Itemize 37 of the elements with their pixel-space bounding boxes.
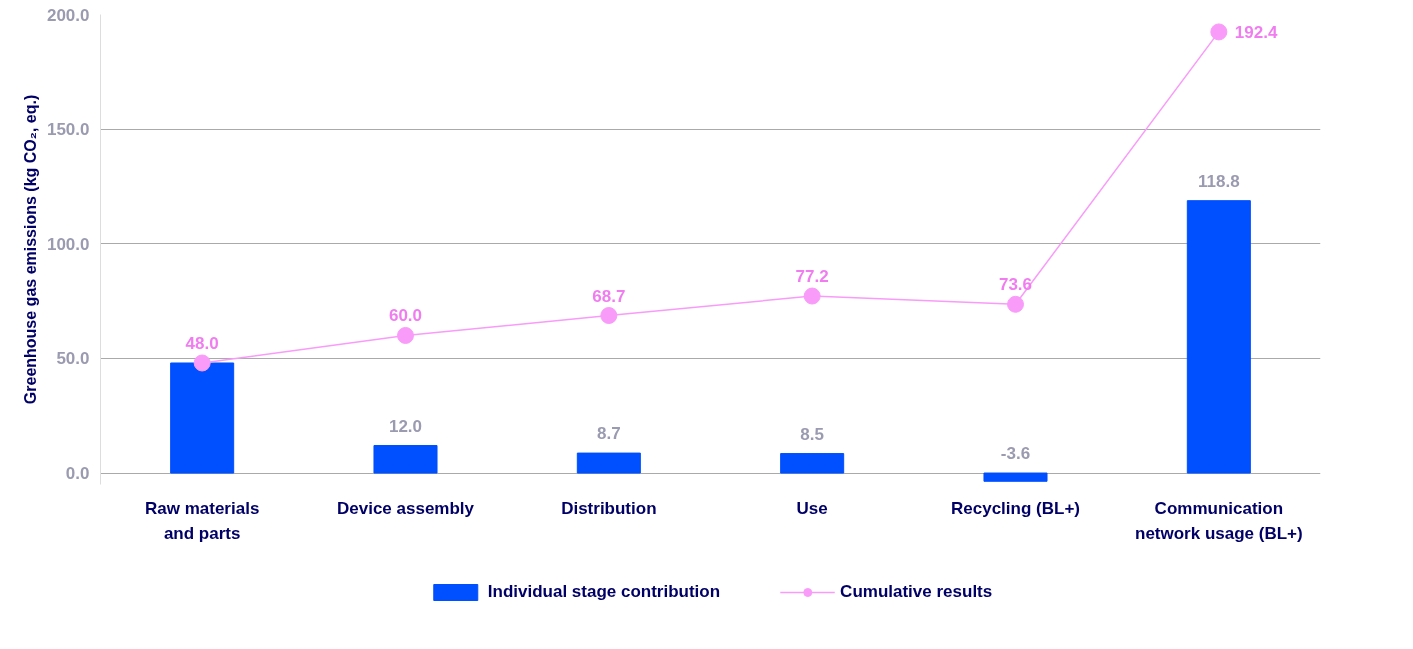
x-tick-label: Raw materials and parts — [145, 498, 260, 544]
bar — [1186, 200, 1251, 474]
x-tick-label: Communication network usage (BL+) — [1135, 498, 1303, 544]
y-tick-label: 100.0 — [46, 234, 90, 254]
bar — [170, 362, 235, 474]
y-tick-label: 50.0 — [56, 349, 90, 369]
x-tick-label: Use — [796, 498, 828, 518]
point — [397, 326, 414, 344]
y-tick-label: 200.0 — [46, 5, 90, 25]
point — [600, 307, 618, 325]
legend-label: Individual stage contribution — [487, 582, 721, 602]
x-tick-label: Device assembly — [336, 498, 475, 518]
data-label: 60.0 — [388, 306, 423, 326]
data-label: 12.0 — [388, 416, 423, 436]
y-tick-label: 0.0 — [65, 464, 90, 484]
point — [803, 287, 821, 305]
data-label: 118.8 — [1198, 171, 1240, 191]
y-axis-title: Greenhouse gas emissions (kg CO₂, eq.) — [21, 94, 39, 405]
data-label: 77.2 — [795, 267, 829, 287]
bar — [576, 452, 641, 474]
point — [1007, 295, 1024, 313]
data-label: -3.6 — [1000, 444, 1031, 464]
legend-label: Cumulative results — [840, 582, 993, 602]
data-label: 48.0 — [185, 333, 219, 353]
point — [1210, 23, 1228, 41]
point — [193, 354, 211, 372]
bar — [780, 453, 845, 474]
x-tick-label: Recycling (BL+) — [951, 498, 1080, 518]
data-label: 192.4 — [1234, 22, 1278, 42]
y-tick-label: 150.0 — [46, 120, 90, 140]
bar — [983, 472, 1048, 482]
x-tick-label: Distribution — [561, 498, 657, 518]
data-label: 68.7 — [592, 286, 626, 306]
bar — [373, 445, 438, 474]
data-label: 8.7 — [597, 424, 621, 444]
data-label: 8.5 — [800, 424, 824, 444]
data-label: 73.6 — [998, 275, 1033, 295]
